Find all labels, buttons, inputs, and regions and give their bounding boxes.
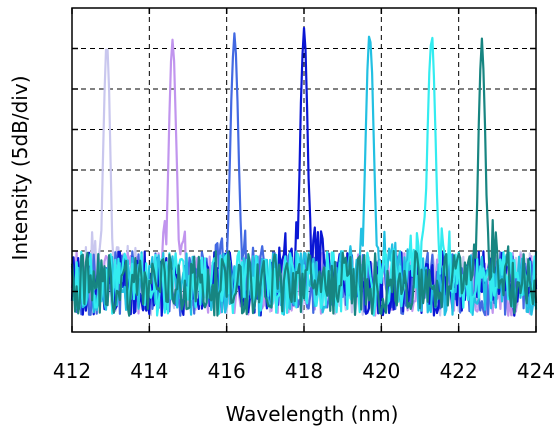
x-tick-labels: 412 414 416 418 420 422 424 xyxy=(53,359,555,383)
x-tick-label: 412 xyxy=(53,359,91,383)
x-tick-label: 420 xyxy=(362,359,400,383)
axis-ticks xyxy=(71,8,537,332)
series-group xyxy=(70,26,538,317)
x-tick-label: 416 xyxy=(208,359,246,383)
x-tick-label: 424 xyxy=(517,359,555,383)
x-tick-label: 414 xyxy=(130,359,168,383)
spectrum-series-7 xyxy=(70,37,538,317)
y-axis-label: Intensity (5dB/div) xyxy=(8,76,32,261)
x-tick-label: 418 xyxy=(285,359,323,383)
x-tick-label: 422 xyxy=(440,359,478,383)
x-axis-label: Wavelength (nm) xyxy=(226,402,399,426)
